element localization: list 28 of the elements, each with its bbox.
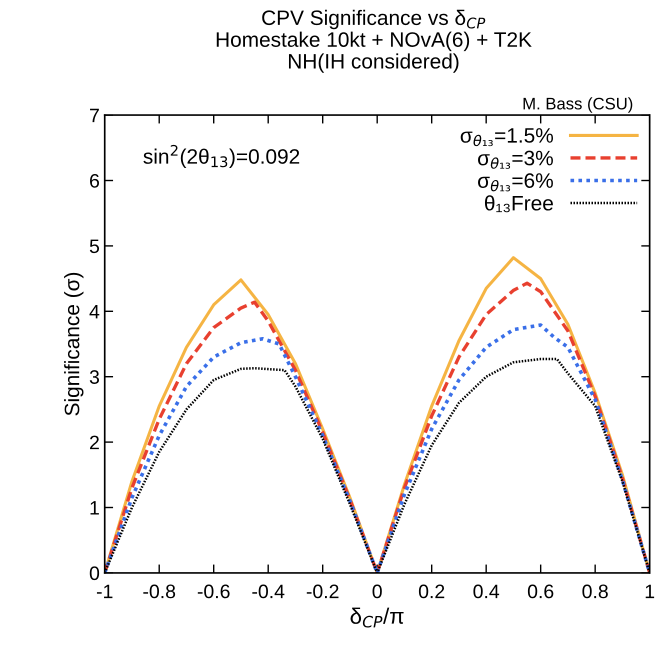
y-tick-label: 4 (89, 304, 100, 318)
x-tick-label: 0.4 (473, 584, 500, 598)
y-tick-label: 6 (90, 174, 100, 188)
x-tick-label: 1 (646, 584, 654, 598)
y-tick-label: 2 (90, 436, 99, 450)
y-tick-label: 3 (90, 370, 100, 384)
x-tick-label: 0.2 (418, 584, 444, 598)
y-tick-label: 1 (90, 501, 99, 515)
legend-label: σ$_{θ₁₃}$=3% (478, 150, 553, 169)
text: M. Bass (CSU) (524, 97, 632, 113)
x-tick-label: -0.2 (306, 584, 338, 598)
x-axis-title: δ$_{CP}$/π (350, 608, 404, 628)
x-tick-label: -0.8 (143, 584, 176, 598)
x-tick-label: -0.4 (252, 584, 284, 598)
legend-label: θ₁₃Free (484, 195, 553, 212)
x-tick-label: 0 (372, 584, 382, 598)
y-tick-label: 7 (90, 108, 99, 122)
y-tick-label: 0 (90, 566, 100, 580)
x-tick-label: 0.6 (528, 584, 554, 598)
x-tick-label: -1 (96, 584, 112, 598)
x-tick-label: -0.6 (198, 584, 230, 598)
chart-title: CPV Significance vs δ$_{CP}$ Homestake 10kt + NOvA(6) + T2K NH(IH considered) (216, 10, 532, 73)
legend-label: σ$_{θ₁₃}$=6% (478, 173, 553, 192)
y-tick-label: 5 (90, 240, 100, 254)
x-tick-label: 0.8 (582, 584, 608, 598)
y-axis-title: Significance (σ) (64, 272, 84, 416)
legend-label: σ$_{θ₁₃}$=1.5% (460, 128, 554, 146)
annotation: sin$^{2}$(2θ$_{13}$)=0.092 (143, 144, 300, 168)
